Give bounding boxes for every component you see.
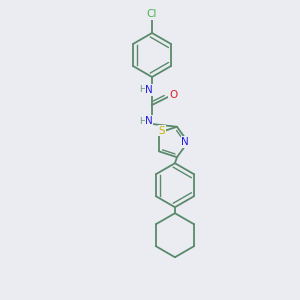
Text: S: S	[159, 126, 165, 136]
Text: N: N	[181, 137, 189, 147]
Text: Cl: Cl	[147, 9, 157, 19]
Text: N: N	[145, 116, 153, 126]
Text: O: O	[169, 90, 177, 100]
Text: H: H	[140, 85, 146, 94]
Text: H: H	[140, 116, 146, 125]
Text: N: N	[145, 85, 153, 95]
